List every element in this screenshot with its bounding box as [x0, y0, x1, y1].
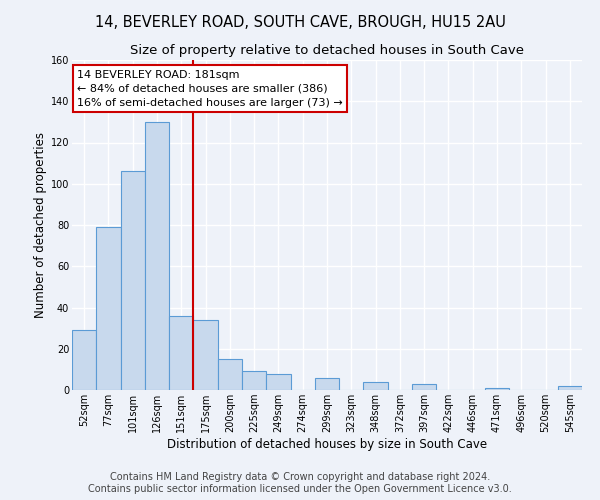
Bar	[169, 316, 193, 390]
Bar	[558, 386, 582, 390]
Bar	[72, 330, 96, 390]
Bar	[242, 372, 266, 390]
Bar	[485, 388, 509, 390]
Bar	[96, 227, 121, 390]
X-axis label: Distribution of detached houses by size in South Cave: Distribution of detached houses by size …	[167, 438, 487, 451]
Text: 14, BEVERLEY ROAD, SOUTH CAVE, BROUGH, HU15 2AU: 14, BEVERLEY ROAD, SOUTH CAVE, BROUGH, H…	[95, 15, 505, 30]
Bar	[266, 374, 290, 390]
Bar	[193, 320, 218, 390]
Bar	[412, 384, 436, 390]
Text: Contains public sector information licensed under the Open Government Licence v3: Contains public sector information licen…	[88, 484, 512, 494]
Title: Size of property relative to detached houses in South Cave: Size of property relative to detached ho…	[130, 44, 524, 58]
Bar	[145, 122, 169, 390]
Text: Contains HM Land Registry data © Crown copyright and database right 2024.: Contains HM Land Registry data © Crown c…	[110, 472, 490, 482]
Bar	[364, 382, 388, 390]
Y-axis label: Number of detached properties: Number of detached properties	[34, 132, 47, 318]
Text: 14 BEVERLEY ROAD: 181sqm
← 84% of detached houses are smaller (386)
16% of semi-: 14 BEVERLEY ROAD: 181sqm ← 84% of detach…	[77, 70, 343, 108]
Bar	[218, 359, 242, 390]
Bar	[315, 378, 339, 390]
Bar	[121, 172, 145, 390]
